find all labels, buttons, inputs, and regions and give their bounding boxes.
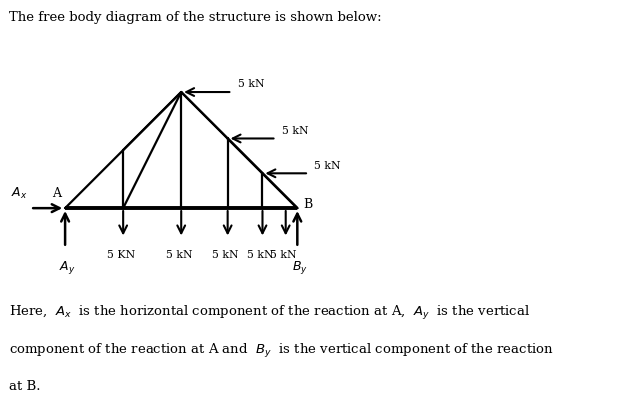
Text: at B.: at B. bbox=[9, 380, 41, 393]
Text: 5 kN: 5 kN bbox=[270, 250, 297, 260]
Text: 5 kN: 5 kN bbox=[282, 126, 309, 136]
Text: 5 kN: 5 kN bbox=[212, 250, 239, 260]
Text: $B_y$: $B_y$ bbox=[292, 259, 307, 276]
Text: component of the reaction at A and  $B_y$  is the vertical component of the reac: component of the reaction at A and $B_y$… bbox=[9, 342, 554, 360]
Text: 5 kN: 5 kN bbox=[247, 250, 274, 260]
Text: 5 kN: 5 kN bbox=[238, 79, 264, 89]
Text: Here,  $A_x$  is the horizontal component of the reaction at A,  $A_y$  is the v: Here, $A_x$ is the horizontal component … bbox=[9, 304, 531, 323]
Text: 5 KN: 5 KN bbox=[107, 250, 135, 260]
Text: $A_y$: $A_y$ bbox=[59, 259, 76, 276]
Text: 5 kN: 5 kN bbox=[165, 250, 192, 260]
Text: 5 kN: 5 kN bbox=[315, 160, 341, 171]
Text: B: B bbox=[303, 198, 312, 211]
Text: A: A bbox=[52, 187, 62, 200]
Text: The free body diagram of the structure is shown below:: The free body diagram of the structure i… bbox=[9, 10, 382, 24]
Text: $A_x$: $A_x$ bbox=[11, 186, 28, 201]
